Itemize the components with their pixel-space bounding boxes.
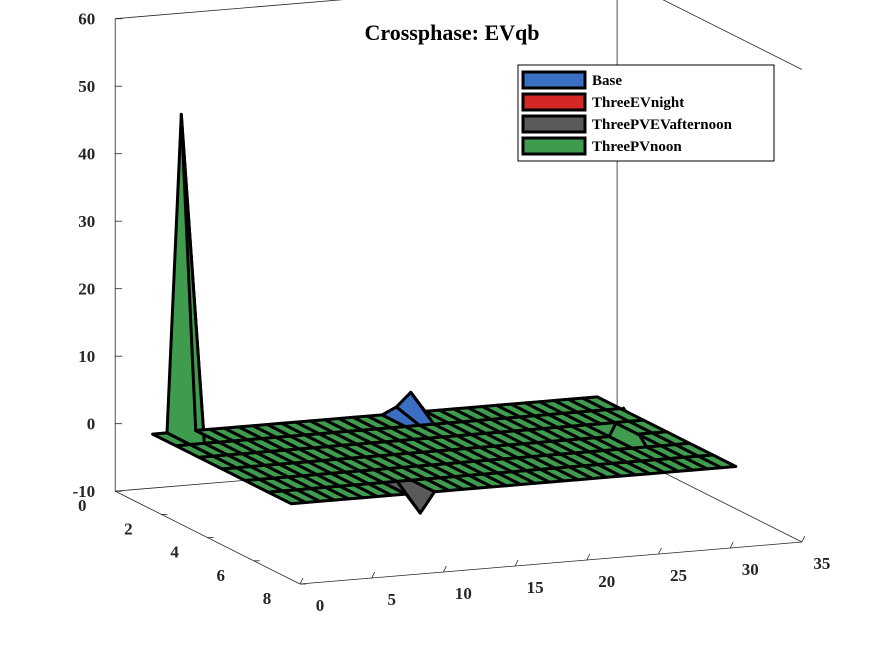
chart-title: Crossphase: EVqb xyxy=(364,20,539,45)
y-tick-label: 2 xyxy=(124,519,133,538)
x-tick-mark xyxy=(371,571,376,579)
x-tick-mark xyxy=(299,577,304,585)
x-tick-mark xyxy=(729,541,734,549)
y-tick-label: 6 xyxy=(217,566,226,585)
x-tick-label: 20 xyxy=(598,572,615,591)
legend-label: ThreePVEVafternoon xyxy=(592,117,733,133)
x-tick-mark xyxy=(443,565,447,573)
legend-label: Base xyxy=(592,73,622,89)
axis-edge xyxy=(299,541,802,585)
legend-swatch xyxy=(521,136,587,156)
x-tick-label: 30 xyxy=(742,560,759,579)
z-tick-label: 40 xyxy=(78,145,95,164)
axis-edge xyxy=(115,0,344,20)
x-tick-label: 25 xyxy=(670,566,687,585)
x-tick-label: 10 xyxy=(455,584,472,603)
x-tick-mark xyxy=(586,553,591,561)
x-tick-mark xyxy=(801,535,806,543)
y-tick-label: 8 xyxy=(263,589,272,608)
legend-swatch xyxy=(521,114,587,134)
surface xyxy=(151,112,738,515)
axis-edge xyxy=(662,0,803,70)
legend-swatch xyxy=(521,92,587,112)
x-tick-label: 15 xyxy=(527,578,544,597)
z-tick-label: 0 xyxy=(87,415,96,434)
legend-swatch xyxy=(521,70,587,90)
surface-cell xyxy=(581,395,622,412)
legend: Base ThreeEVnight ThreePVEVafternoon ThreeP… xyxy=(517,64,775,162)
z-tick-label: -10 xyxy=(73,482,96,501)
legend-label: ThreeEVnight xyxy=(592,95,684,111)
y-tick-label: 0 xyxy=(78,496,87,515)
y-tick-label: 4 xyxy=(170,543,179,562)
x-tick-mark xyxy=(658,547,662,555)
x-tick-label: 5 xyxy=(387,590,396,609)
legend-label: ThreePVnoon xyxy=(592,139,682,155)
x-tick-label: 0 xyxy=(316,596,325,615)
x-tick-label: 35 xyxy=(813,554,830,573)
z-tick-label: 30 xyxy=(78,212,95,231)
x-tick-mark xyxy=(514,559,519,567)
z-tick-label: 20 xyxy=(78,280,95,299)
z-tick-label: 60 xyxy=(78,10,95,29)
z-tick-label: 50 xyxy=(78,77,95,96)
z-tick-label: 10 xyxy=(78,347,95,366)
